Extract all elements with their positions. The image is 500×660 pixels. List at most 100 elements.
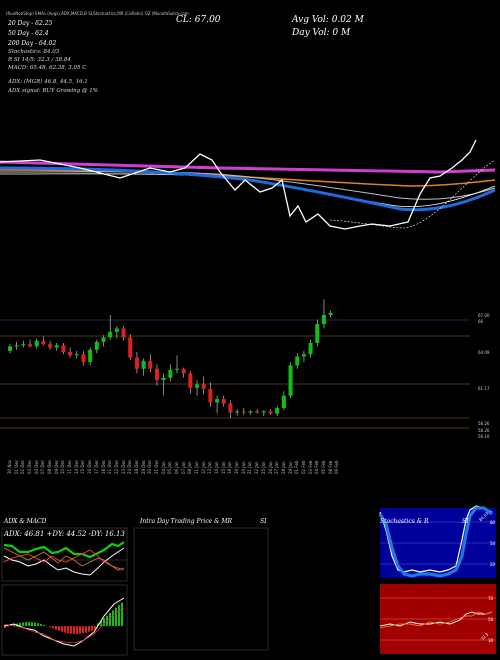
date-tick: 29 Dec <box>140 459 146 474</box>
si-tick: 30 <box>488 638 494 643</box>
ema200-line <box>0 160 496 174</box>
candle-body <box>321 315 326 324</box>
date-tick: 25 Jan <box>260 461 266 474</box>
date-tick: 12 Jan <box>200 461 206 474</box>
date-tick: 04 Dec <box>33 459 39 474</box>
candle-body <box>281 395 286 408</box>
candle-body <box>328 312 333 316</box>
macd-bar <box>34 622 36 626</box>
candle-body <box>108 331 113 338</box>
date-tick: 19 Jan <box>234 461 240 474</box>
ema-panel <box>0 139 496 230</box>
adx-signal-label: ADX signal: BUY Growing @ 1% <box>8 88 98 94</box>
candle-body <box>88 349 93 363</box>
price-tick: 58.26 <box>478 428 490 433</box>
macd-bar <box>121 602 123 626</box>
candle-body <box>101 337 106 342</box>
candle-body <box>288 365 293 396</box>
candle-body <box>121 328 126 338</box>
date-tick: 01 Dec <box>13 459 19 474</box>
candle-body <box>68 352 73 356</box>
date-tick: 18 Jan <box>227 461 233 474</box>
macd-bar <box>94 626 96 630</box>
date-tick: 26 Jan <box>267 461 273 474</box>
stoch-panel-title: Stochastics & R <box>380 518 429 525</box>
price-tick: 61.17 <box>478 386 490 391</box>
candle-body <box>275 408 280 414</box>
day-volume: Day Vol: 0 M <box>292 28 351 38</box>
candle-body <box>161 377 166 380</box>
candle-body <box>148 360 153 369</box>
candle-body <box>28 344 33 347</box>
price-tick: 64.09 <box>478 350 490 355</box>
date-tick: 02 Feb <box>300 460 306 474</box>
adx-panel-title: ADX & MACD <box>4 518 47 525</box>
date-tick: 21 Jan <box>247 461 253 474</box>
date-tick: 09 Dec <box>53 459 59 474</box>
date-tick: 11 Jan <box>194 461 200 474</box>
candles-panel <box>0 299 470 429</box>
date-tick: 27 Jan <box>274 461 280 474</box>
macd-bar <box>64 626 66 633</box>
ema50-line <box>0 171 496 200</box>
ema50-label: 50 Day - 62.4 <box>8 30 49 37</box>
si-tick: 50 <box>488 617 494 622</box>
stoch-k-line <box>379 505 493 573</box>
price-tick: 56.10 <box>478 434 490 439</box>
date-tick: 21 Dec <box>107 459 113 474</box>
ticker-line: (RunNonStop) EMAs (Avgs),ADX,MACD,B SI,S… <box>6 11 189 16</box>
macd-bar <box>52 626 54 629</box>
date-tick: 11 Dec <box>67 459 73 474</box>
date-tick: 15 Dec <box>80 459 86 474</box>
stoch-panel-si: SI <box>462 518 469 525</box>
candle-body <box>8 346 12 351</box>
candle-body <box>61 345 66 352</box>
macd-bar <box>76 626 78 634</box>
si-tick: 70 <box>488 596 494 601</box>
date-tick: 01 Feb <box>294 460 300 474</box>
date-tick: 28 Jan <box>280 461 286 474</box>
macd-bar <box>115 607 117 626</box>
candle-body <box>141 360 146 369</box>
candle-body <box>168 369 173 378</box>
macd-bar <box>88 626 90 632</box>
macd-bar <box>22 622 24 626</box>
macd-bar <box>100 620 102 626</box>
intraday-panel <box>133 527 269 651</box>
macd-bar <box>40 623 42 626</box>
candle-body <box>195 384 200 388</box>
macd-bar <box>79 626 81 634</box>
candle-body <box>308 343 313 355</box>
macd-bar <box>37 623 39 626</box>
price-line <box>0 139 477 230</box>
macd-bar <box>118 605 120 626</box>
adx-white-line <box>3 547 125 576</box>
macd-bar <box>109 613 111 626</box>
price-tick: 66 <box>478 319 484 324</box>
candle-body <box>295 356 300 366</box>
candle-body <box>175 368 179 370</box>
date-tick: 15 Jan <box>220 461 226 474</box>
macd-bar <box>82 626 84 634</box>
macd-label: MACD: 65.48, 62.38, 3.05 C <box>8 65 87 71</box>
date-tick: 20 Jan <box>240 461 246 474</box>
candle-body <box>74 354 79 356</box>
candle-body <box>261 411 266 413</box>
date-tick: 14 Jan <box>214 461 220 474</box>
date-tick: 22 Dec <box>113 459 119 474</box>
macd-bar <box>67 626 69 634</box>
candle-body <box>255 411 260 413</box>
candle-body <box>268 411 273 414</box>
candle-body <box>134 357 139 369</box>
candle-body <box>221 399 226 404</box>
macd-bar <box>112 610 114 626</box>
si-signal-line <box>379 611 493 629</box>
date-tick: 09 Feb <box>334 460 340 474</box>
candle-body <box>208 388 213 403</box>
date-tick: 07 Jan <box>180 461 186 474</box>
candle-body <box>81 354 86 363</box>
stoch-tick: 50 <box>490 541 496 546</box>
stoch-tick: 20 <box>490 562 496 567</box>
date-tick: 29 Jan <box>287 461 293 474</box>
date-tick: 04 Feb <box>314 460 320 474</box>
